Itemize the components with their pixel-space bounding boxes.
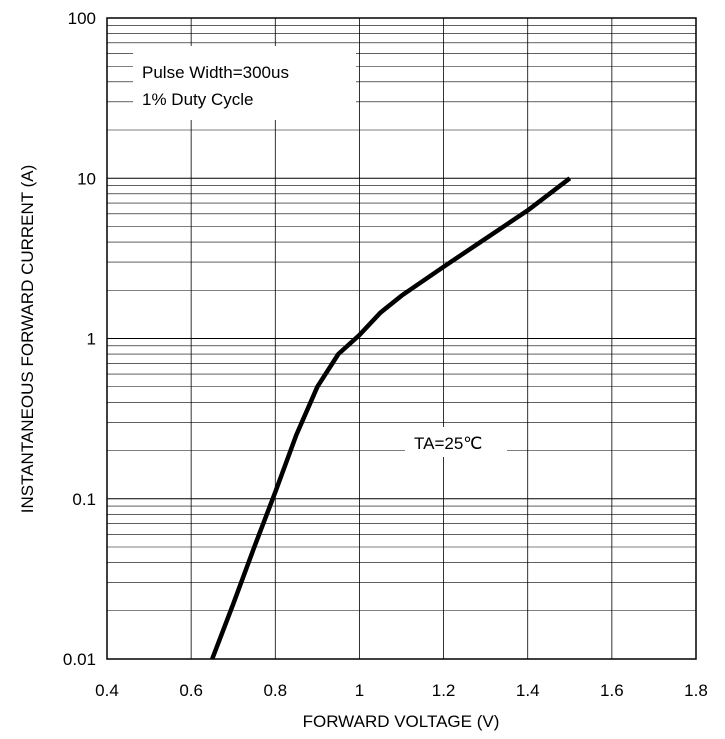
x-tick-label: 1.8: [684, 681, 708, 700]
grid-layer: [106, 18, 697, 660]
duty-cycle-note: 1% Duty Cycle: [142, 90, 253, 109]
forward-current-curve: [210, 176, 572, 660]
series-layer: [210, 176, 572, 660]
y-axis-title: INSTANTANEOUS FORWARD CURRENT (A): [18, 165, 37, 514]
temperature-note: TA=25℃: [414, 434, 482, 453]
x-tick-label: 1.6: [600, 681, 624, 700]
temperature-note-box: [405, 427, 507, 457]
y-tick-label: 1: [87, 330, 96, 349]
y-tick-label: 0.01: [63, 650, 96, 669]
y-tick-label: 10: [77, 169, 96, 188]
pulse-note-box: [133, 46, 356, 120]
plot-frame: [106, 17, 697, 660]
x-tick-label: 1.4: [516, 681, 540, 700]
x-tick-label: 1: [355, 681, 364, 700]
y-tick-label: 100: [68, 9, 96, 28]
x-tick-label: 1.2: [432, 681, 456, 700]
annotation-layer: Pulse Width=300us 1% Duty Cycle TA=25℃: [133, 46, 507, 457]
x-axis-title: FORWARD VOLTAGE (V): [303, 712, 500, 731]
y-tick-label: 0.1: [72, 490, 96, 509]
pulse-width-note: Pulse Width=300us: [142, 63, 289, 82]
tick-label-layer: 0.4 0.6 0.8 1 1.2 1.4 1.6 1.8 0.01 0.1 1 10 100: [63, 9, 708, 700]
x-tick-label: 0.4: [95, 681, 119, 700]
x-tick-label: 0.8: [263, 681, 287, 700]
x-tick-label: 0.6: [179, 681, 203, 700]
